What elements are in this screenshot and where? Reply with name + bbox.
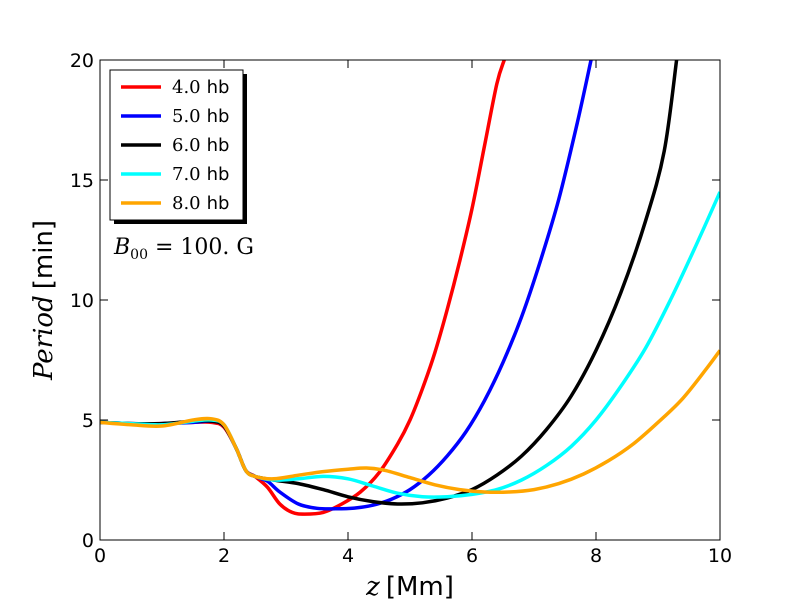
x-tick-label: 6 <box>466 545 478 567</box>
legend: 4.0 hb 5.0 hb 6.0 hb 7.0 hb 8.0 hb <box>109 69 247 224</box>
x-tick-label: 0 <box>94 545 106 567</box>
y-tick-label: 10 <box>70 290 94 312</box>
y-tick-label: 5 <box>82 410 94 432</box>
legend-label: 7.0 hb <box>172 164 229 185</box>
legend-label: 6.0 hb <box>172 135 229 156</box>
series-line-8-0-hb <box>100 349 720 495</box>
x-tick-label: 4 <box>342 545 354 567</box>
y-tick-label: 15 <box>70 170 94 192</box>
x-tick-label: 8 <box>590 545 602 567</box>
legend-label: 8.0 hb <box>172 193 229 214</box>
y-tick-label: 0 <box>82 530 94 552</box>
x-tick-label: 10 <box>708 545 732 567</box>
series-layer <box>100 60 720 516</box>
y-tick-label: 20 <box>70 50 94 72</box>
x-tick-label: 2 <box>218 545 230 567</box>
legend-label: 5.0 hb <box>172 106 229 127</box>
ticks-layer: 0 2 4 6 8 10 0 5 10 15 20 <box>70 50 732 567</box>
legend-entries: 4.0 hb 5.0 hb 6.0 hb 7.0 hb 8.0 hb <box>121 77 229 214</box>
field-strength-annotation: B00 = 100. G <box>113 235 254 263</box>
x-axis-label: z [Mm] <box>365 572 454 600</box>
y-axis-label: Period[min] <box>29 220 59 381</box>
legend-label: 4.0 hb <box>172 77 229 98</box>
